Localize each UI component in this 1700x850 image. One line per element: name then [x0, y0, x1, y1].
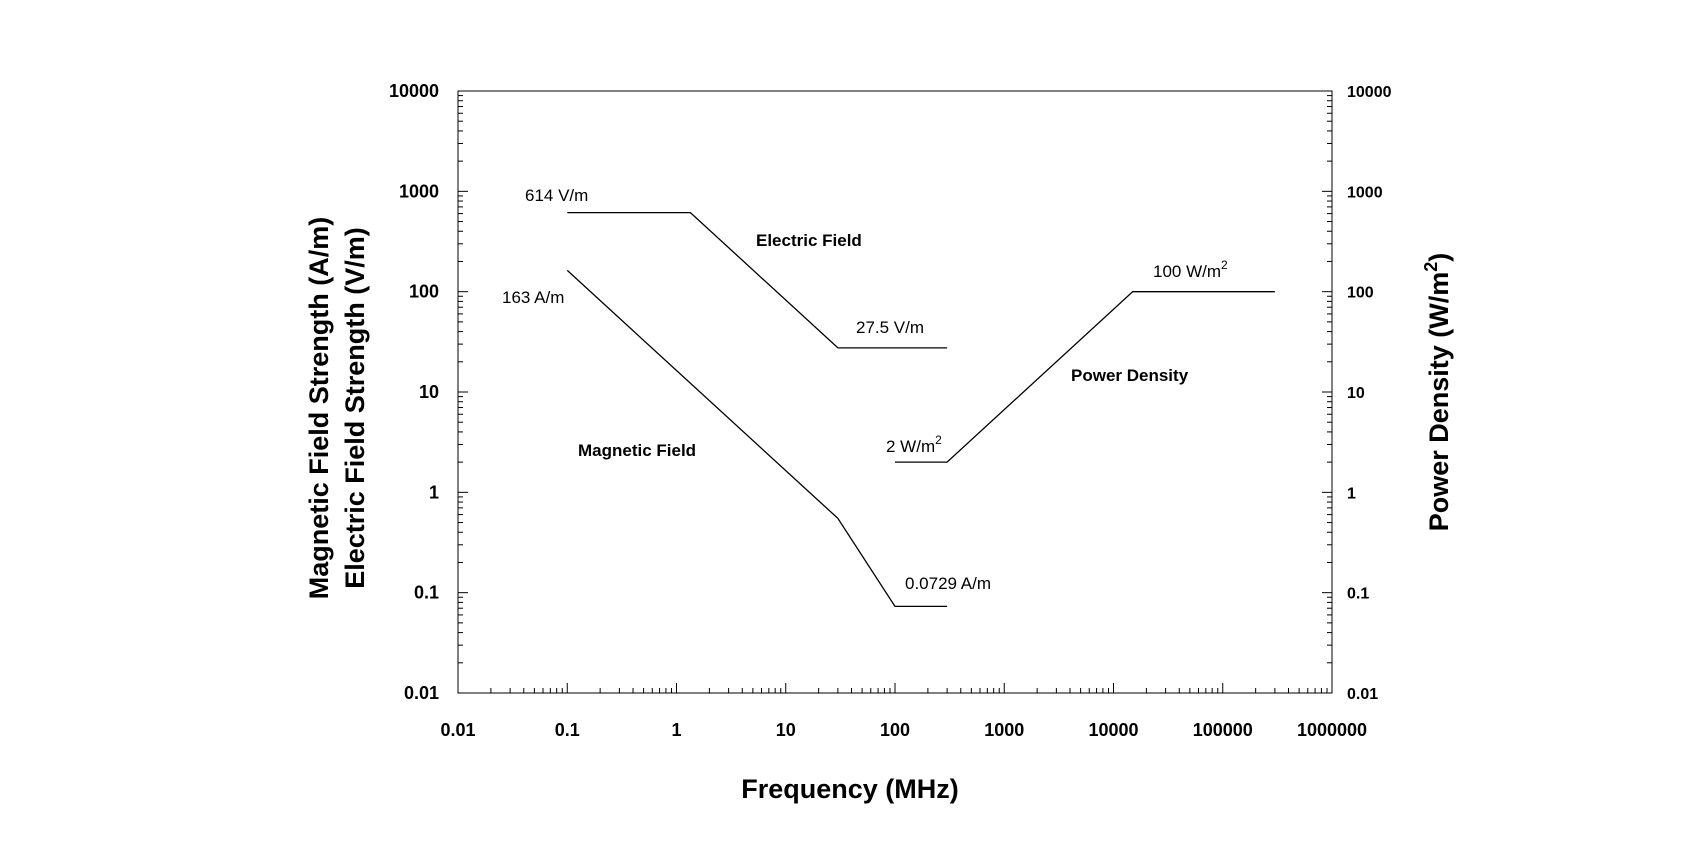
- annotation-163-am: 163 A/m: [502, 288, 564, 307]
- y-tick-label: 1000: [399, 181, 439, 201]
- y-axis-title-line-1: Magnetic Field Strength (A/m): [304, 217, 334, 600]
- y-tick-label: 10000: [389, 81, 439, 101]
- axis-ticks: [457, 95, 1333, 694]
- x-tick-label: 100000: [1193, 720, 1253, 740]
- y-tick-label: 0.01: [404, 683, 439, 703]
- y-axis-title-line-2: Electric Field Strength (V/m): [340, 227, 370, 589]
- y2-tick-label: 1: [1347, 485, 1356, 502]
- series-lines: [566, 211, 1275, 608]
- annotation-2-wm2-sup: 2: [935, 433, 942, 447]
- y2-axis-title-sup: 2: [1421, 262, 1441, 272]
- series-label-electric-field: Electric Field: [756, 231, 862, 250]
- x-tick-label: 1: [671, 720, 681, 740]
- x-axis-title: Frequency (MHz): [741, 774, 959, 804]
- y2-tick-label: 0.1: [1347, 586, 1369, 603]
- y2-tick-label: 10000: [1347, 84, 1392, 101]
- y-tick-label: 100: [409, 282, 439, 302]
- y-tick-label: 10: [419, 382, 439, 402]
- y2-axis-title-text: Power Density (W/m: [1424, 272, 1454, 532]
- y2-tick-label: 100: [1347, 285, 1374, 302]
- plot-area: [457, 90, 1333, 694]
- annotation-100-wm2-text: 100 W/m: [1153, 262, 1221, 281]
- annotation-2-wm2-text: 2 W/m: [886, 437, 935, 456]
- x-tick-label: 0.1: [555, 720, 580, 740]
- x-tick-label: 0.01: [440, 720, 475, 740]
- annotation-100-wm2-sup: 2: [1221, 258, 1228, 272]
- series-line-electric-field: [567, 211, 948, 349]
- x-tick-label: 10000: [1088, 720, 1138, 740]
- series-line-power-density: [895, 291, 1275, 463]
- y-tick-label: 1: [429, 482, 439, 502]
- x-tick-label: 100: [880, 720, 910, 740]
- series-line-magnetic-field: [566, 269, 948, 608]
- annotation-2-wm2: 2 W/m2: [886, 433, 942, 456]
- annotation-614-vm: 614 V/m: [525, 186, 588, 205]
- series-label-power-density: Power Density: [1071, 366, 1189, 385]
- y2-tick-label: 10: [1347, 385, 1365, 402]
- y2-tick-label: 1000: [1347, 184, 1383, 201]
- y2-axis-title: Power Density (W/m2): [1421, 253, 1454, 532]
- annotation-27-5-vm: 27.5 V/m: [856, 318, 924, 337]
- x-tick-label: 10: [776, 720, 796, 740]
- x-tick-label: 1000000: [1297, 720, 1367, 740]
- y-tick-label: 0.1: [414, 583, 439, 603]
- series-label-magnetic-field: Magnetic Field: [578, 441, 696, 460]
- annotation-0-0729-am: 0.0729 A/m: [905, 574, 991, 593]
- x-tick-label: 1000: [984, 720, 1024, 740]
- y2-axis-title-close: ): [1424, 253, 1454, 262]
- annotation-100-wm2: 100 W/m2: [1153, 258, 1228, 281]
- y2-tick-label: 0.01: [1347, 686, 1378, 703]
